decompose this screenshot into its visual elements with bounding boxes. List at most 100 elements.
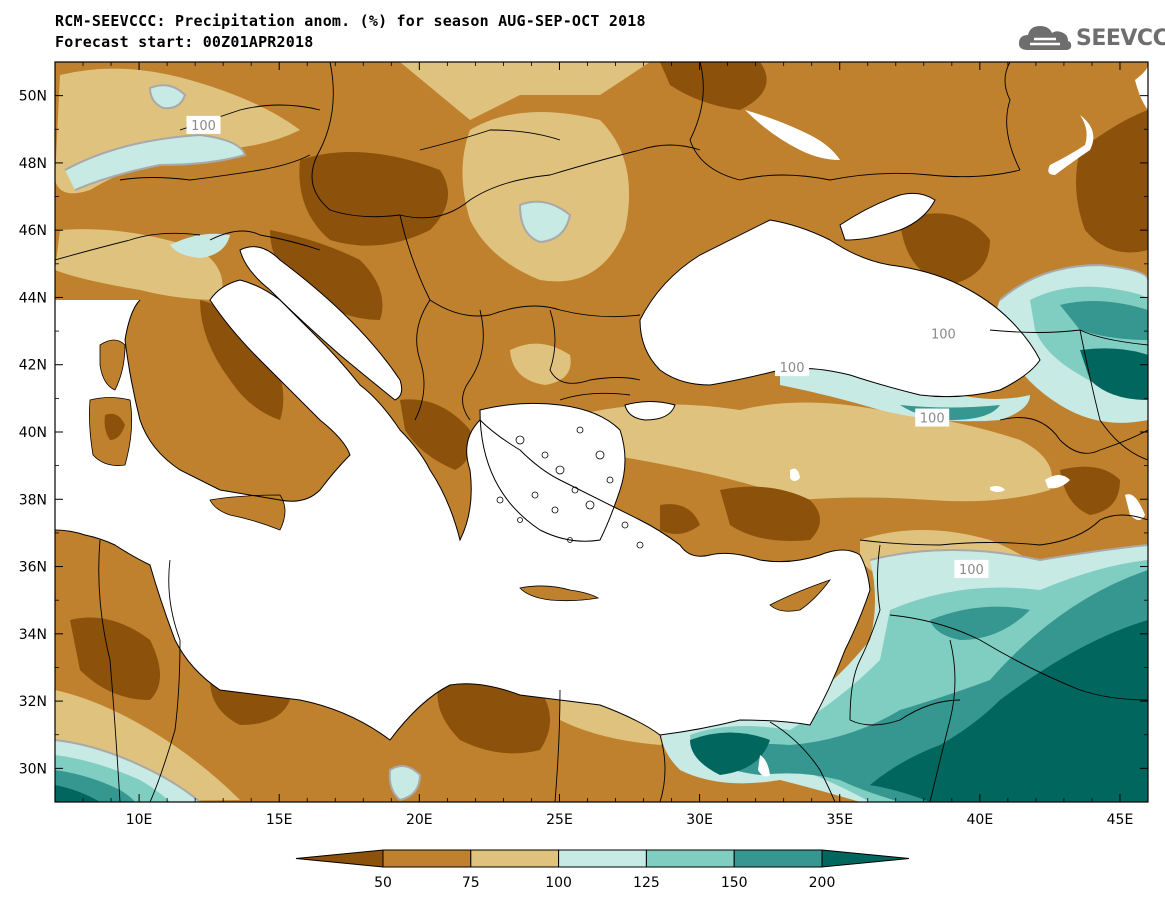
lon-tick-label: 40E [967, 812, 994, 828]
field-below-50 [1060, 466, 1120, 515]
lat-tick-label: 44N [19, 290, 47, 306]
lon-tick-label: 45E [1107, 812, 1134, 828]
field-below-50 [660, 504, 700, 534]
azov-sea [840, 193, 935, 240]
contour-label-100: 100 [931, 327, 956, 342]
marmara-sea [625, 401, 675, 420]
field-below-50 [660, 62, 767, 110]
lat-tick-label: 36N [19, 560, 47, 576]
field-below-50 [299, 152, 448, 246]
colorbar-bin [470, 849, 560, 868]
contour-100-lines [55, 84, 1148, 802]
lat-tick-label: 34N [19, 627, 47, 643]
lat-tick-label: 48N [19, 156, 47, 172]
field-100-125 [150, 85, 185, 109]
lon-tick-label: 10E [126, 812, 153, 828]
field-75-100 [55, 62, 650, 120]
field-above-200 [690, 732, 770, 775]
lat-tick-label: 42N [19, 358, 47, 374]
caspian-edge [1135, 65, 1148, 110]
red-sea-gulf [758, 755, 770, 777]
lon-tick-label: 25E [546, 812, 573, 828]
map-plot-area [55, 62, 1148, 802]
cyprus [769, 579, 832, 612]
contour-label-bg [186, 115, 221, 134]
lat-tick-label: 38N [19, 492, 47, 508]
black-sea [640, 220, 1040, 397]
reservoir [745, 110, 840, 160]
colorbar-bin [382, 849, 472, 868]
seevccc-logo: SEEVCCC [1016, 20, 1165, 56]
mediterranean-sea [55, 280, 870, 740]
cloud-icon [1018, 26, 1072, 50]
field-below-50 [900, 213, 990, 285]
colorbar: 50 75 100 125 150 200 [295, 849, 910, 891]
coastlines [55, 192, 1041, 741]
reservoir [1048, 115, 1094, 175]
field-150-200 [1060, 301, 1148, 340]
lon-tick-label: 30E [686, 812, 713, 828]
colorbar-tick-label: 200 [809, 875, 836, 891]
field-above-200 [55, 785, 100, 802]
aegean-islands [496, 426, 644, 549]
crete [519, 585, 600, 602]
field-100-125 [520, 201, 570, 242]
adriatic-sea [240, 246, 402, 400]
lat-tick-label: 30N [19, 761, 47, 777]
field-below-50 [1076, 110, 1148, 253]
lon-tick-label: 35E [826, 812, 853, 828]
colorbar-bin [733, 849, 823, 868]
lat-tick-label: 32N [19, 694, 47, 710]
country-borders [55, 62, 1148, 802]
forecast-start-subtitle: Forecast start: 00Z01APR2018 [55, 33, 314, 51]
contour-label-bg [775, 358, 810, 377]
field-above-200 [1080, 348, 1148, 400]
field-75-100 [462, 112, 630, 282]
field-below-50 [437, 676, 550, 754]
field-75-100 [510, 343, 571, 385]
field-above-200 [870, 620, 1148, 802]
corsica [99, 339, 126, 391]
field-100-125 [65, 135, 245, 190]
contour-label-bg [926, 324, 961, 343]
colorbar-tick-label: 125 [633, 875, 660, 891]
lon-tick-label: 15E [266, 812, 293, 828]
lon-tick-label: 20E [406, 812, 433, 828]
axis-ticks [55, 62, 1148, 802]
colorbar-bin [558, 849, 647, 868]
lake [990, 486, 1005, 492]
map-title: RCM-SEEVCCC: Precipitation anom. (%) for… [55, 12, 646, 30]
logo-text: SEEVCCC [1076, 26, 1165, 51]
colorbar-tick-label: 75 [462, 875, 480, 891]
field-below-50 [70, 617, 160, 700]
contour-labels: 100 100 100 100 100 [186, 115, 989, 578]
lake [790, 468, 800, 481]
lake [1045, 475, 1070, 489]
lat-tick-label: 40N [19, 425, 47, 441]
field-below-50 [270, 230, 383, 320]
colorbar-tick-label: 50 [374, 875, 392, 891]
sardinia-core [104, 413, 125, 440]
colorbar-tick-label: 150 [721, 875, 748, 891]
contour-label-100: 100 [191, 119, 216, 134]
colorbar-tick-label: 100 [545, 875, 572, 891]
contour-label-100: 100 [920, 412, 945, 427]
colorbar-bin [645, 849, 735, 868]
field-100-125 [170, 233, 230, 258]
contour-label-bg [915, 408, 950, 427]
field-150-200 [930, 606, 1030, 640]
field-75-100 [560, 402, 1052, 502]
lat-tick-label: 50N [19, 89, 47, 105]
axis-labels: 10E 15E 20E 25E 30E 35E 40E 45E 30N 32N 34N 36N 38N 4… [19, 89, 1134, 828]
colorbar-bin [821, 849, 910, 868]
field-100-125 [389, 766, 420, 800]
field-below-50 [400, 399, 471, 470]
contour-label-bg [954, 559, 989, 578]
colorbar-bin [295, 849, 384, 868]
lat-tick-label: 46N [19, 223, 47, 239]
lake [1125, 494, 1145, 520]
contour-label-100: 100 [959, 563, 984, 578]
field-below-50 [720, 486, 820, 541]
field-below-50 [200, 300, 284, 420]
